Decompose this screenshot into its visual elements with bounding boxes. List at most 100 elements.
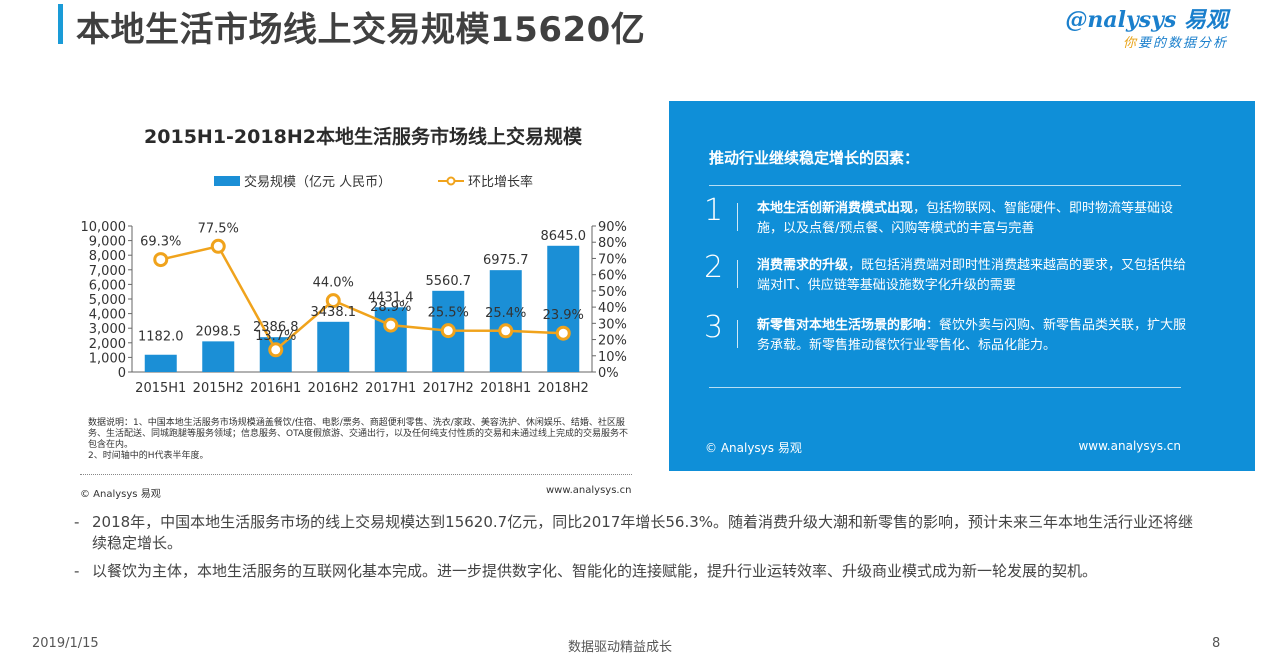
factor-divider (737, 260, 738, 288)
bar-series (144, 245, 580, 372)
y-tick-label: 8,000 (89, 249, 126, 264)
chart-legend: 交易规模（亿元 人民币） 环比增长率 (214, 174, 533, 190)
factor-number: 2 (704, 250, 724, 285)
line-value-label: 25.4% (485, 306, 526, 321)
y-tick-label: 3,000 (89, 322, 126, 337)
data-note-1: 数据说明：1、中国本地生活服务市场规模涵盖餐饮/住宿、电影/票务、商超便利零售、… (88, 418, 629, 450)
panel-website[interactable]: www.analysys.cn (1078, 439, 1181, 453)
y2-tick-label: 90% (598, 220, 627, 235)
legend-line-marker (446, 176, 456, 186)
line-point-2018H1 (498, 323, 514, 339)
legend-bar-label: 交易规模（亿元 人民币） (244, 174, 391, 190)
summary-bullet-1: -2018年，中国本地生活服务市场的线上交易规模达到15620.7亿元，同比20… (74, 513, 1194, 552)
factor-number: 1 (704, 193, 724, 228)
logo-swirl-icon: @ (1065, 7, 1088, 33)
y-tick-label: 6,000 (89, 278, 126, 293)
line-value-label: 69.3% (140, 235, 181, 250)
line-value-label: 44.0% (313, 276, 354, 291)
line-point-2017H2 (440, 323, 456, 339)
y2-tick-label: 60% (598, 269, 627, 284)
bar-2015H2 (202, 341, 235, 372)
factor-text: 本地生活创新消费模式出现，包括物联网、智能硬件、即时物流等基础设施，以及点餐/预… (757, 201, 1174, 236)
y-tick-label: 2,000 (89, 337, 126, 352)
bar-2018H1 (489, 270, 522, 372)
notes-divider (80, 474, 632, 475)
y-tick-label: 10,000 (81, 220, 127, 235)
bar-value-label: 3438.1 (311, 305, 357, 320)
bar-value-label: 2098.5 (196, 324, 242, 339)
summary-bullets: -2018年，中国本地生活服务市场的线上交易规模达到15620.7亿元，同比20… (74, 512, 1204, 589)
y-tick-label: 0 (118, 366, 126, 381)
logo-brand: @nalysys 易观 (1065, 7, 1228, 33)
line-value-label: 23.9% (543, 308, 584, 323)
chart-title: 2015H1-2018H2本地生活服务市场线上交易规模 (144, 126, 582, 148)
line-value-label: 28.9% (370, 300, 411, 315)
footer-slogan: 数据驱动精益成长 (568, 640, 673, 655)
legend-bar-swatch (214, 176, 240, 186)
logo-tagline: 你要的数据分析 (1122, 36, 1228, 51)
y2-tick-label: 0% (598, 366, 619, 381)
bar-2018H2 (547, 245, 580, 372)
page-title: 本地生活市场线上交易规模15620亿 (76, 10, 646, 50)
y2-tick-label: 20% (598, 334, 627, 349)
bar-value-label: 6975.7 (483, 253, 529, 268)
y-tick-label: 4,000 (89, 308, 126, 323)
line-point-2015H2 (210, 238, 226, 254)
factor-text: 消费需求的升级，既包括消费端对即时性消费越来越高的要求，又包括供给端对IT、供应… (757, 258, 1187, 293)
bar-2016H2 (317, 321, 350, 372)
bar-value-label: 4431.4 (368, 290, 414, 305)
bar-value-label: 5560.7 (426, 274, 472, 289)
line-point-2016H2 (325, 293, 341, 309)
line-point-2018H2 (555, 325, 571, 341)
legend-line-label: 环比增长率 (468, 174, 533, 190)
chart-axes: 10,0009,0008,0007,0006,0005,0004,0003,00… (81, 220, 627, 396)
factor-number: 3 (704, 310, 724, 345)
bar-value-label: 2386.8 (253, 320, 299, 335)
line-value-label: 25.5% (428, 306, 469, 321)
factor-divider (737, 203, 738, 231)
footer-date: 2019/1/15 (32, 636, 99, 651)
line-value-label: 13.7% (255, 329, 296, 344)
y-tick-label: 5,000 (89, 293, 126, 308)
x-tick-label: 2018H2 (538, 381, 589, 396)
summary-bullet-2: - 以餐饮为主体，本地生活服务的互联网化基本完成。进一步提供数字化、智能化的连接赋… (74, 562, 1098, 580)
line-value-label: 77.5% (198, 221, 239, 236)
combo-chart: 交易规模（亿元 人民币） 环比增长率 10,0009,0008,0007,0006… (81, 174, 627, 396)
y-tick-label: 7,000 (89, 264, 126, 279)
panel-top-divider (709, 185, 1181, 186)
analysys-logo: @nalysys 易观 你要的数据分析 (1065, 2, 1228, 51)
factor-divider (737, 320, 738, 348)
chart-website[interactable]: www.analysys.cn (546, 485, 632, 496)
x-tick-label: 2016H1 (250, 381, 301, 396)
growth-line (160, 244, 564, 352)
y-tick-label: 1,000 (89, 351, 126, 366)
y2-tick-label: 40% (598, 301, 627, 316)
factor-text: 新零售对本地生活场景的影响：餐饮外卖与闪购、新零售品类关联，扩大服务承载。新零售… (757, 318, 1187, 353)
y-tick-label: 9,000 (89, 235, 126, 250)
growth-factors-panel: 推动行业继续稳定增长的因素： 1 本地生活创新消费模式出现，包括物联网、智能硬件… (669, 101, 1255, 471)
y2-tick-label: 80% (598, 236, 627, 251)
data-labels: 1182.0 2098.5 2386.8 3438.1 4431.4 5560.7 6975… (138, 221, 586, 344)
line-point-2016H1 (268, 342, 284, 358)
y2-tick-label: 10% (598, 350, 627, 365)
bar-value-label: 8645.0 (541, 229, 587, 244)
y2-tick-label: 50% (598, 285, 627, 300)
x-tick-label: 2015H2 (193, 381, 244, 396)
line-series (153, 238, 571, 358)
data-notes: 数据说明：1、中国本地生活服务市场规模涵盖餐饮/住宿、电影/票务、商超便利零售、… (88, 418, 636, 462)
page-number: 8 (1212, 636, 1221, 651)
x-tick-label: 2017H2 (423, 381, 474, 396)
data-note-2: 2、时间轴中的H代表半年度。 (88, 451, 209, 461)
title-accent-bar (58, 4, 63, 44)
panel-bottom-divider (709, 387, 1181, 388)
y2-tick-label: 30% (598, 317, 627, 332)
x-tick-label: 2018H1 (480, 381, 531, 396)
x-tick-label: 2016H2 (308, 381, 359, 396)
bar-2015H1 (144, 354, 177, 372)
bar-2017H1 (374, 307, 407, 372)
bar-value-label: 1182.0 (138, 330, 184, 345)
panel-heading: 推动行业继续稳定增长的因素： (709, 149, 920, 167)
x-tick-label: 2015H1 (135, 381, 186, 396)
y2-tick-label: 70% (598, 252, 627, 267)
line-point-2017H1 (383, 317, 399, 333)
